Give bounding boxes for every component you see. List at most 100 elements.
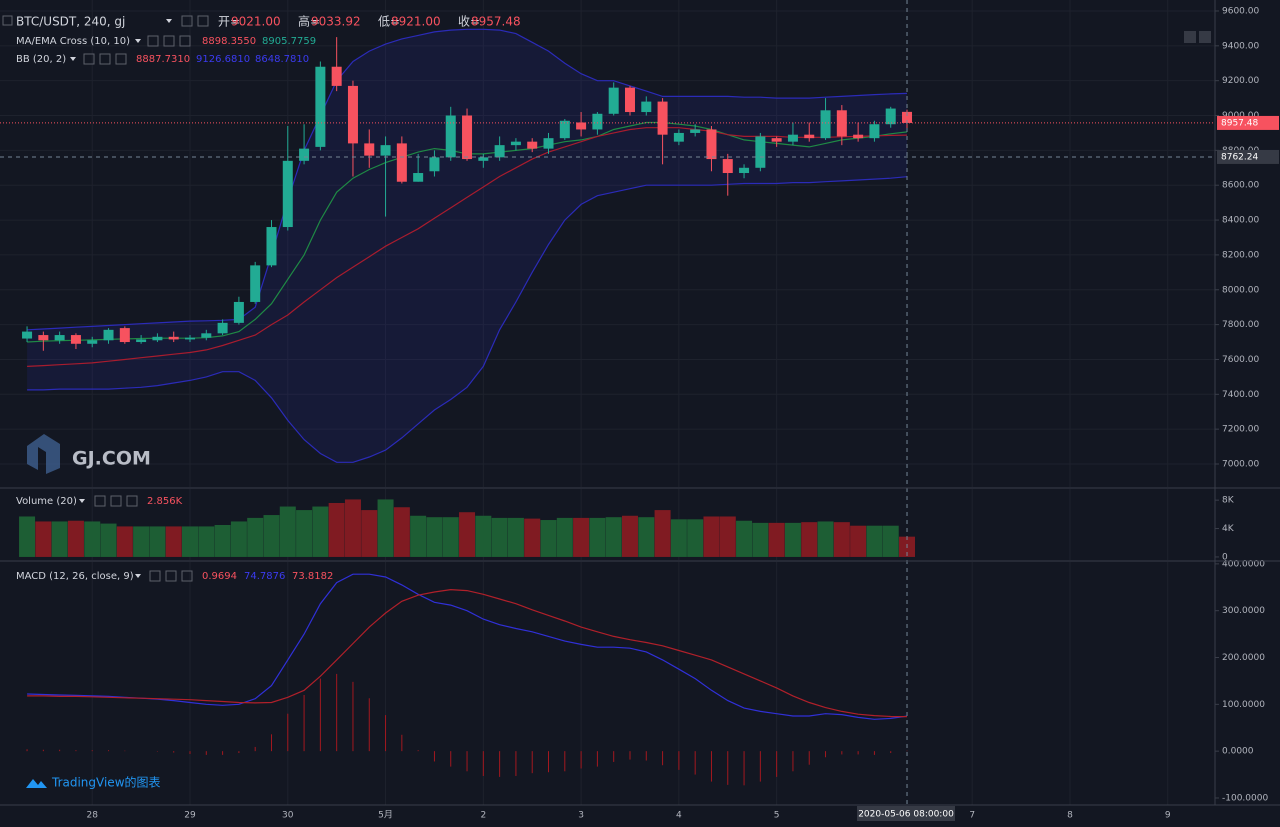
candle-body: [331, 66, 342, 86]
candle-body: [624, 87, 635, 113]
volume-bar: [296, 510, 313, 557]
volume-bar: [328, 502, 345, 557]
y-tick-label: 0: [1222, 552, 1228, 562]
candle-body: [217, 322, 228, 334]
settings-icon[interactable]: [99, 53, 111, 65]
indicator-title: MA/EMA Cross (10, 10): [16, 36, 130, 47]
dropdown[interactable]: [70, 57, 76, 61]
y-tick-label: 4K: [1222, 524, 1235, 534]
close-icon[interactable]: [179, 35, 191, 47]
eye-icon[interactable]: [83, 53, 95, 65]
eye-icon[interactable]: [149, 570, 161, 582]
volume-bar: [410, 515, 427, 557]
eye-icon[interactable]: [94, 495, 106, 507]
candle-body: [771, 138, 782, 142]
footer[interactable]: TradingView的图表: [51, 775, 161, 790]
volume-bar: [833, 522, 850, 557]
candle-body: [559, 120, 570, 139]
candle-body: [478, 157, 489, 161]
eye-icon[interactable]: [147, 35, 159, 47]
indicator-value: 8898.3550: [202, 36, 256, 47]
candle-body: [201, 333, 212, 338]
candle-body: [510, 141, 521, 146]
last-price-box: [1217, 115, 1279, 130]
candle-body: [152, 336, 163, 341]
dropdown[interactable]: [166, 19, 172, 23]
settings-icon[interactable]: [165, 570, 177, 582]
volume-bar: [198, 526, 215, 557]
y-tick-label: 8400.00: [1222, 216, 1259, 226]
volume-bar: [459, 512, 476, 557]
y-tick-label: -100.0000: [1222, 793, 1268, 803]
x-tick-label: 8: [1067, 811, 1073, 821]
volume-bar: [621, 515, 638, 557]
volume-bar: [507, 517, 524, 557]
band-fill: [27, 29, 908, 463]
volume-bar: [638, 517, 655, 557]
ohlc-value: 8921.00: [391, 15, 441, 29]
candle-body: [690, 129, 701, 133]
watermark: GJ.COM: [72, 448, 151, 470]
settings-icon[interactable]: [163, 35, 175, 47]
close-icon[interactable]: [181, 570, 193, 582]
candle-body: [527, 141, 538, 149]
candle-body: [543, 138, 554, 149]
eye-icon[interactable]: [181, 15, 193, 27]
indicator-value: 73.8182: [292, 571, 333, 582]
volume-bar: [116, 526, 133, 557]
candle-body: [364, 143, 375, 156]
volume-bar: [654, 510, 671, 557]
settings-icon[interactable]: [110, 495, 122, 507]
indicator-value: 8887.7310: [136, 54, 190, 65]
candle-body: [168, 336, 179, 340]
candle-body: [119, 328, 130, 343]
indicator-line: [27, 28, 908, 331]
indicator-value: 2.856K: [147, 496, 183, 507]
candle-body: [22, 331, 33, 339]
candle-body: [54, 335, 65, 341]
ohlc-value: 9033.92: [311, 15, 361, 29]
dropdown[interactable]: [135, 39, 141, 43]
settings-icon[interactable]: [197, 15, 209, 27]
volume-bar: [263, 515, 280, 557]
y-tick-label: 7000.00: [1222, 460, 1259, 470]
indicator-title: Volume (20): [16, 496, 77, 507]
crosshair-time-label: 2020-05-06 08:00:00: [858, 810, 954, 820]
tradingview-logo[interactable]: [26, 779, 47, 788]
volume-bar: [589, 517, 606, 557]
volume-bar: [247, 517, 264, 557]
collapse-icon[interactable]: [2, 15, 13, 26]
candle-body: [494, 145, 505, 158]
candle-body: [755, 136, 766, 168]
candle-body: [722, 159, 733, 174]
volume-bar: [703, 516, 720, 557]
candle-body: [673, 132, 684, 142]
close-icon[interactable]: [126, 495, 138, 507]
volume-bar: [882, 525, 899, 557]
indicator-value: 74.7876: [244, 571, 285, 582]
close-icon[interactable]: [115, 53, 127, 65]
y-tick-label: 8600.00: [1222, 181, 1259, 191]
candle-body: [266, 227, 277, 266]
candle-body: [462, 115, 473, 160]
indicator-value: 9126.6810: [196, 54, 250, 65]
button[interactable]: [1199, 31, 1211, 43]
candle-body: [902, 111, 913, 123]
volume-bar: [133, 526, 150, 557]
dropdown[interactable]: [79, 499, 85, 503]
candle-body: [787, 134, 798, 142]
volume-bar: [100, 523, 117, 557]
ohlc-label: 开=: [218, 15, 240, 29]
candle-body: [347, 85, 358, 144]
last-price-label: 8957.48: [1221, 118, 1258, 128]
volume-bar: [67, 520, 84, 557]
indicator-value: 8905.7759: [262, 36, 316, 47]
volume-bar: [736, 520, 753, 557]
dropdown[interactable]: [135, 574, 141, 578]
button[interactable]: [1184, 31, 1196, 43]
x-tick-label: 5: [774, 811, 780, 821]
indicator-line: [27, 588, 908, 718]
ohlc-label: 高=: [298, 14, 320, 29]
